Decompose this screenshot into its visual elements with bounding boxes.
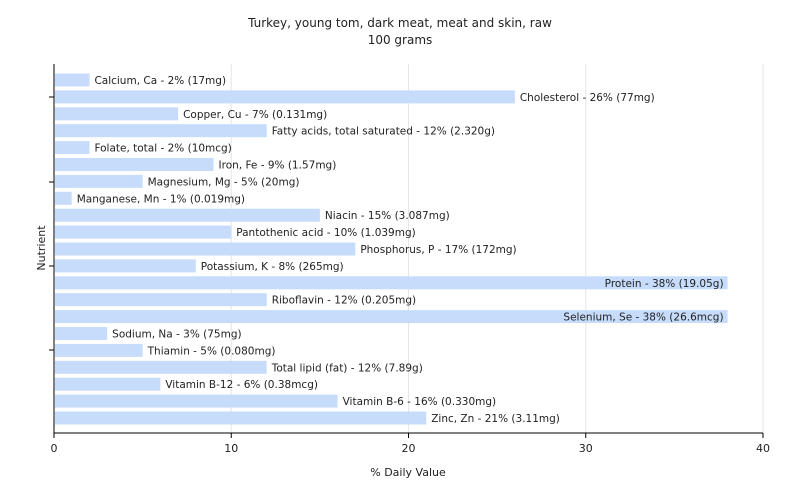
bar-9 [55,225,232,239]
bar-label-6: Magnesium, Mg - 5% (20mg) [148,176,300,188]
bar-13 [55,293,267,307]
x-tick-label-4: 40 [756,442,770,455]
bar-label-14: Selenium, Se - 38% (26.6mcg) [563,312,723,324]
bar-label-18: Vitamin B-12 - 6% (0.38mcg) [165,379,318,391]
x-tick-label-1: 10 [224,442,238,455]
bar-3 [55,124,267,138]
bar-0 [55,73,90,87]
bar-label-4: Folate, total - 2% (10mcg) [94,143,231,155]
bar-7 [55,191,72,205]
bar-label-16: Thiamin - 5% (0.080mg) [147,345,276,357]
bar-label-13: Riboflavin - 12% (0.205mg) [272,295,416,307]
x-tick-label-3: 30 [579,442,593,455]
bar-label-10: Phosphorus, P - 17% (172mg) [360,244,516,256]
y-axis-title: Nutrient [35,225,48,271]
bar-20 [55,411,427,425]
bar-6 [55,174,143,188]
bar-14 [55,310,728,324]
bar-label-11: Potassium, K - 8% (265mg) [201,261,344,273]
bar-15 [55,327,108,340]
bar-label-0: Calcium, Ca - 2% (17mg) [94,75,226,87]
bars: Calcium, Ca - 2% (17mg) Cholesterol - 26%… [55,73,728,425]
bar-5 [55,158,214,171]
bar-4 [55,141,90,155]
bar-1 [55,90,515,104]
bar-19 [55,394,338,408]
bar-18 [55,377,161,391]
bar-2 [55,107,179,121]
bar-label-8: Niacin - 15% (3.087mg) [325,210,450,222]
chart-title: Turkey, young tom, dark meat, meat and s… [247,16,552,30]
bar-label-12: Protein - 38% (19.05g) [605,278,724,290]
bar-label-15: Sodium, Na - 3% (75mg) [112,329,241,341]
x-ticks: 0 10 20 30 40 [51,433,770,455]
bar-17 [55,360,267,374]
x-tick-label-0: 0 [51,442,58,455]
x-axis-title: % Daily Value [370,466,446,479]
bar-label-19: Vitamin B-6 - 16% (0.330mg) [343,396,497,408]
bar-label-1: Cholesterol - 26% (77mg) [520,92,655,104]
bar-label-7: Manganese, Mn - 1% (0.019mg) [77,193,245,205]
bar-label-9: Pantothenic acid - 10% (1.039mg) [236,227,415,239]
x-tick-label-2: 20 [402,442,416,455]
bar-12 [55,276,728,290]
bar-label-20: Zinc, Zn - 21% (3.11mg) [431,413,560,425]
bar-label-3: Fatty acids, total saturated - 12% (2.32… [272,126,495,138]
bar-11 [55,259,196,273]
bar-label-5: Iron, Fe - 9% (1.57mg) [219,160,337,172]
bar-8 [55,208,320,222]
bar-label-17: Total lipid (fat) - 12% (7.89g) [271,362,423,374]
chart-subtitle: 100 grams [368,33,433,47]
bar-label-2: Copper, Cu - 7% (0.131mg) [183,109,327,121]
bar-16 [55,343,143,357]
bar-10 [55,242,356,256]
